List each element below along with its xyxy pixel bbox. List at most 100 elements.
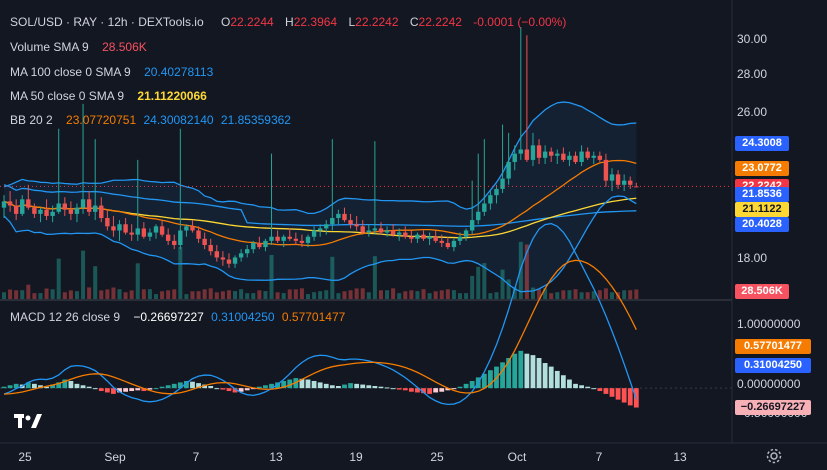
candle-body <box>342 213 347 221</box>
price-tick: 28.00 <box>737 67 768 81</box>
macd-tag: 0.31004250 <box>735 358 811 374</box>
macd-hist-bar <box>1 386 7 389</box>
tradingview-logo-icon[interactable] <box>14 412 42 432</box>
macd-hist-bar <box>366 385 372 389</box>
volume-bar <box>579 292 584 299</box>
macd-hist-bar <box>627 388 633 406</box>
macd-hist-bar <box>530 355 536 389</box>
price-tag: 21.8536 <box>735 186 789 202</box>
candle-body <box>500 178 505 189</box>
macd-hist-bar <box>305 379 311 389</box>
volume-bar <box>567 290 572 299</box>
macd-hist-bar <box>567 379 572 389</box>
macd-hist-bar <box>177 382 183 389</box>
candle-body <box>524 149 530 160</box>
macd-hist-bar <box>463 383 469 389</box>
macd-hist-bar <box>38 385 43 389</box>
volume-bar <box>62 292 67 299</box>
macd-hist-bar <box>415 388 420 393</box>
volume-bar <box>555 292 560 299</box>
volume-bar <box>14 290 19 299</box>
macd-hist-bar <box>74 383 80 389</box>
macd-hist-bar <box>329 385 335 389</box>
macd-legend[interactable]: MACD 12 26 close 9 −0.26697227 0.3100425… <box>10 310 349 324</box>
ma50-legend[interactable]: MA 50 close 0 SMA 9 21.11220066 <box>10 89 211 103</box>
ma50-legend-value: 21.11220066 <box>137 89 207 103</box>
price-tag: 23.0772 <box>735 161 789 177</box>
volume-bar <box>166 290 171 299</box>
candle-body <box>129 232 134 235</box>
high-value: 22.3964 <box>293 15 338 29</box>
volume-bar <box>512 287 517 299</box>
volume-bar <box>220 291 225 299</box>
volume-legend[interactable]: Volume SMA 9 28.506K <box>10 40 151 54</box>
volume-bar <box>610 292 614 299</box>
macd-hist-bar <box>25 382 31 389</box>
macd-hist-bar <box>244 388 250 391</box>
volume-bar <box>500 269 505 299</box>
candle-body <box>293 238 299 241</box>
macd-hist-bar <box>171 383 177 389</box>
symbol-label: SOL/USD · RAY · 12h · DEXTools.io <box>10 15 204 29</box>
volume-bar <box>366 292 371 299</box>
volume-bar <box>93 266 98 299</box>
macd-legend-label: MACD 12 26 close 9 <box>10 310 121 324</box>
macd-hist-bar <box>44 386 49 389</box>
candle-body <box>275 236 280 241</box>
volume-bar <box>178 246 183 299</box>
candle-body <box>214 251 219 258</box>
volume-bar <box>245 293 250 299</box>
volume-bar <box>263 291 268 299</box>
price-tick: 26.00 <box>737 105 768 119</box>
candle-body <box>99 205 104 219</box>
volume-bar <box>26 284 31 299</box>
volume-bar <box>506 279 511 299</box>
volume-bar <box>464 293 469 299</box>
candle-body <box>123 224 128 233</box>
ma100-legend[interactable]: MA 100 close 0 SMA 9 20.40278113 <box>10 65 217 79</box>
volume-bar <box>135 263 140 299</box>
candle-body <box>111 226 116 231</box>
macd-hist-bar <box>390 388 396 390</box>
volume-bar <box>172 289 177 299</box>
volume-bar <box>482 263 487 299</box>
bb-legend-upper: 24.30082140 <box>143 113 214 127</box>
candle-body <box>482 203 487 212</box>
volume-bar <box>56 258 61 299</box>
volume-bar <box>336 293 341 299</box>
macd-hist-bar <box>256 386 262 389</box>
volume-bar <box>8 289 13 299</box>
volume-bar <box>433 291 438 299</box>
candle-body <box>68 209 74 214</box>
bb-upper-line <box>3 101 637 215</box>
bb-legend-label: BB 20 2 <box>10 113 53 127</box>
settings-gear-icon[interactable] <box>765 447 783 465</box>
candle-body <box>257 242 262 248</box>
volume-bar <box>451 290 456 299</box>
candle-body <box>311 230 317 237</box>
volume-bar <box>129 290 134 299</box>
close-label: C <box>409 15 419 29</box>
time-tick: Oct <box>507 450 527 464</box>
macd-hist-bar <box>336 386 341 389</box>
macd-hist-bar <box>311 380 317 389</box>
volume-bar <box>530 287 535 299</box>
signal-line <box>3 259 637 395</box>
bb-legend[interactable]: BB 20 2 23.07720751 24.30082140 21.85359… <box>10 113 295 127</box>
candle-body <box>378 228 384 233</box>
volume-bar <box>622 290 627 299</box>
candle-body <box>44 209 49 216</box>
candle-body <box>165 234 171 241</box>
candle-body <box>238 253 244 258</box>
volume-bar <box>634 289 639 299</box>
volume-bar <box>403 291 408 299</box>
macd-hist-bar <box>86 386 92 389</box>
candle-body <box>62 203 67 210</box>
macd-hist-bar <box>208 386 214 389</box>
volume-bar <box>299 288 304 299</box>
bb-basis-line <box>3 159 637 247</box>
candle-body <box>178 230 183 246</box>
volume-bar <box>573 289 578 299</box>
macd-hist-bar <box>591 388 597 390</box>
macd-hist-bar <box>111 388 116 394</box>
